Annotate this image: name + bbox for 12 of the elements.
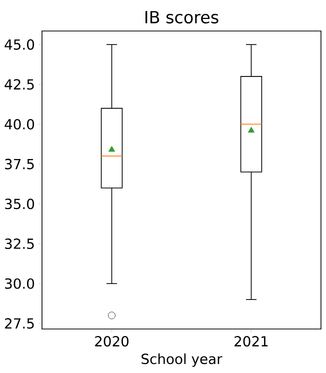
y-tick-label: 35.0 <box>5 198 34 210</box>
x-tick-label: 2021 <box>234 336 268 347</box>
y-tick-label: 45.0 <box>4 39 34 50</box>
y-tick-label: 42.5 <box>4 79 34 90</box>
y-tick-label: 37.5 <box>5 158 34 170</box>
chart-title: IB scores <box>146 11 218 24</box>
y-tick-label: 40.0 <box>4 118 34 130</box>
y-tick-label: 32.5 <box>5 238 34 250</box>
x-axis-title: School year <box>142 353 222 367</box>
y-tick-label: 27.5 <box>5 318 34 329</box>
x-tick-label: 2020 <box>95 336 128 347</box>
y-tick-label: 30.0 <box>5 278 34 289</box>
